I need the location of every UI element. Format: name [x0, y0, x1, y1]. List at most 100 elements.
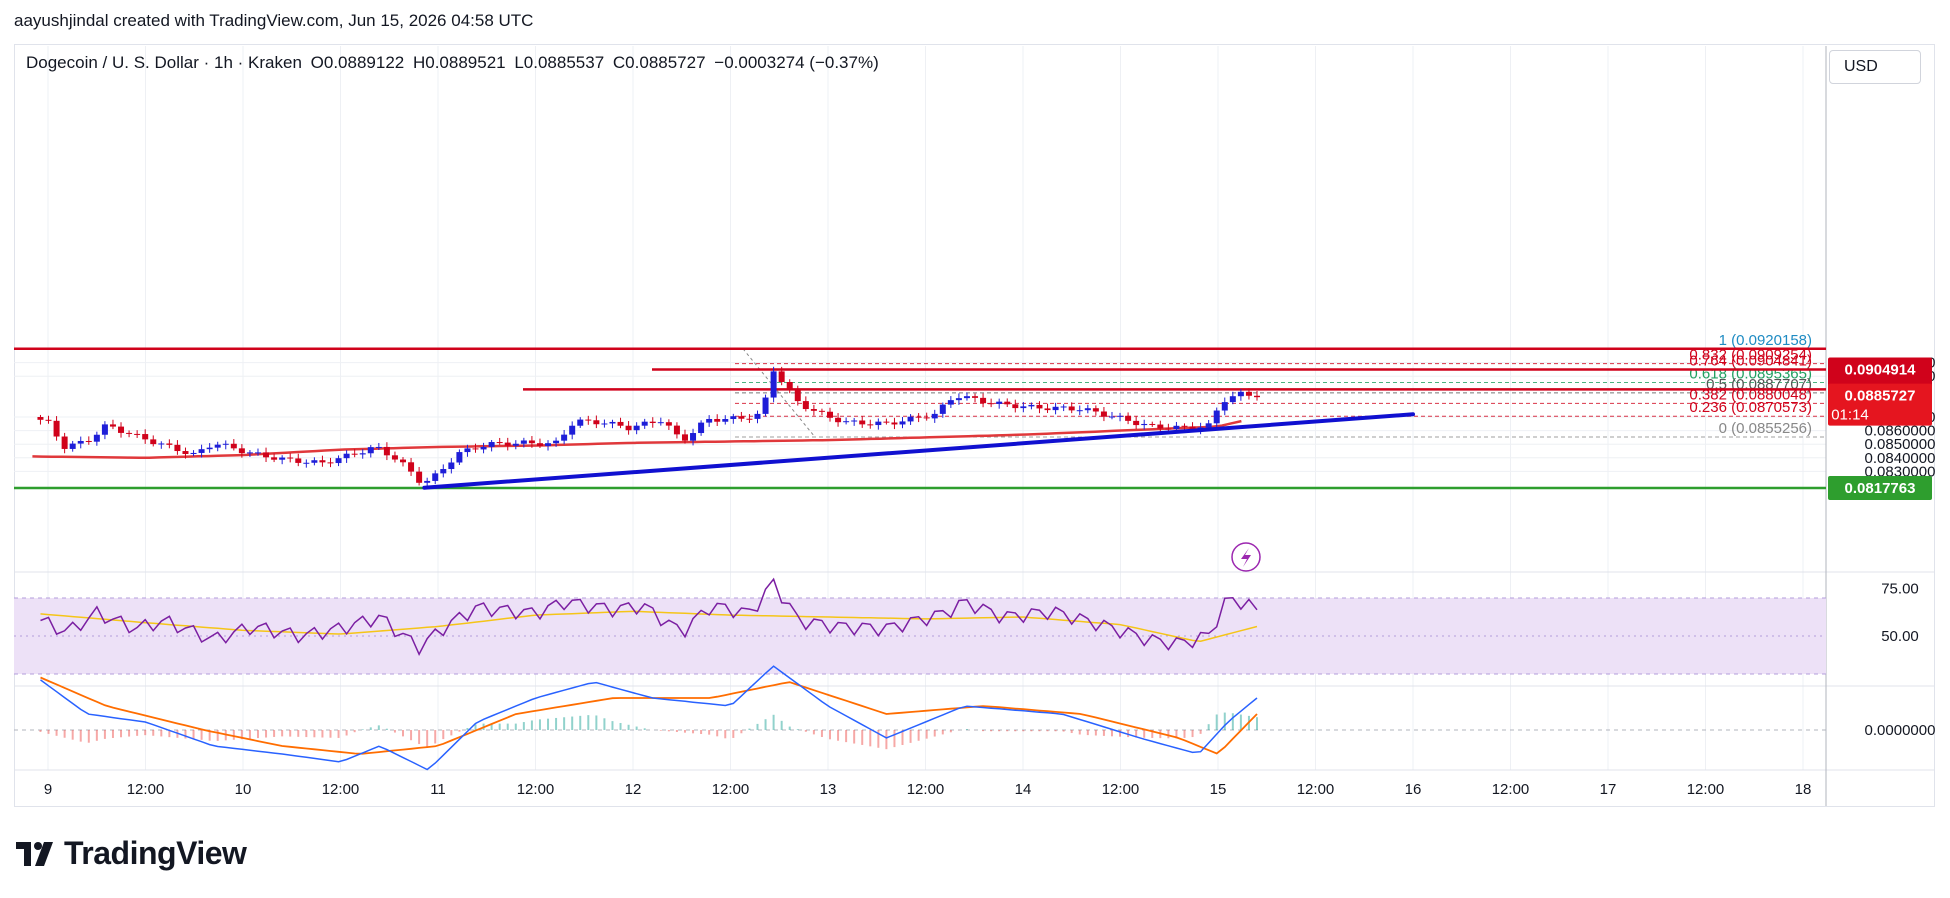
x-tick-label: 13	[820, 781, 837, 798]
candle-body	[988, 403, 995, 405]
candle-body	[190, 452, 197, 455]
fib-level-label: 0.764 (0.0904841)	[1689, 353, 1812, 370]
x-tick-label: 12:00	[712, 781, 750, 798]
brand-name: TradingView	[64, 835, 247, 871]
x-tick-label: 12:00	[127, 781, 165, 798]
candle-body	[1020, 406, 1027, 409]
candle-body	[375, 446, 382, 448]
candle-body	[835, 417, 842, 423]
candle-body	[1060, 406, 1067, 408]
candle-body	[593, 420, 600, 425]
candle-body	[440, 469, 447, 474]
candle-body	[1205, 423, 1212, 428]
x-tick-label: 12:00	[517, 781, 555, 798]
candle-body	[810, 409, 817, 411]
candle-body	[569, 425, 576, 435]
candle-body	[1254, 395, 1260, 398]
candle-body	[1076, 410, 1083, 412]
candle-body	[730, 416, 737, 420]
candle-body	[472, 448, 479, 450]
rsi-tick-label: 50.00	[1881, 628, 1919, 645]
current-price-label: 0.0885727	[1845, 388, 1916, 405]
candle-body	[907, 416, 914, 422]
candle-body	[246, 452, 253, 454]
x-tick-label: 12:00	[322, 781, 360, 798]
candle-body	[1221, 402, 1228, 411]
lightning-bolt-icon	[1241, 548, 1251, 567]
candle-body	[649, 421, 656, 423]
candle-body	[383, 446, 390, 456]
candle-body	[762, 397, 769, 414]
candle-body	[553, 440, 560, 444]
ohlc-high: H0.0889521	[412, 53, 506, 72]
candle-body	[947, 400, 954, 405]
currency-button[interactable]: USD	[1829, 50, 1921, 84]
candle-body	[754, 413, 761, 419]
x-tick-label: 9	[44, 781, 52, 798]
candle-body	[254, 452, 261, 454]
support-price-badge: 0.0817763	[1845, 480, 1916, 497]
ohlc-low: L0.0885537	[514, 53, 605, 72]
candle-body	[1173, 425, 1180, 430]
candle-body	[1068, 406, 1075, 411]
x-tick-label: 17	[1600, 781, 1617, 798]
candle-body	[319, 460, 326, 463]
x-tick-label: 12:00	[907, 781, 945, 798]
candle-body	[424, 480, 431, 483]
candle-body	[1181, 425, 1188, 427]
candle-body	[61, 436, 68, 449]
x-tick-label: 12:00	[1102, 781, 1140, 798]
candle-body	[722, 419, 729, 422]
x-tick-label: 16	[1405, 781, 1422, 798]
candle-body	[45, 419, 52, 421]
candle-body	[915, 416, 922, 418]
candle-body	[545, 443, 552, 446]
x-tick-label: 12:00	[1687, 781, 1725, 798]
candle-body	[746, 418, 753, 420]
candle-body	[851, 420, 858, 422]
x-tick-label: 11	[430, 781, 446, 798]
fib-level-label: 1 (0.0920158)	[1719, 332, 1812, 349]
candle-body	[1084, 408, 1091, 411]
chart-credit: aayushjindal created with TradingView.co…	[14, 11, 534, 30]
candle-body	[609, 421, 616, 424]
candle-body	[134, 433, 141, 435]
current-price-badge-bg	[1828, 383, 1932, 426]
candle-body	[1108, 416, 1115, 418]
candle-body	[448, 462, 455, 470]
ohlc-close: C0.0885727	[612, 53, 706, 72]
candle-body	[770, 371, 777, 398]
candle-body	[1036, 404, 1043, 409]
y-tick-label: 0.0840000	[1865, 450, 1936, 467]
candle-body	[1229, 396, 1236, 403]
candle-body	[166, 443, 173, 445]
candle-body	[400, 459, 407, 463]
candle-body	[238, 448, 245, 454]
candle-body	[802, 401, 809, 410]
candle-body	[714, 418, 721, 422]
candle-body	[464, 448, 471, 453]
candle-body	[706, 418, 713, 423]
candle-body	[577, 419, 584, 426]
ascending-trendline	[422, 412, 1415, 490]
level-price-badge: 0.0904914	[1845, 362, 1917, 379]
candle-body	[295, 458, 302, 463]
candle-body	[158, 443, 165, 445]
level-price-badge-bg	[1828, 357, 1932, 382]
candle-body	[480, 446, 487, 450]
fib-level-label: 0.832 (0.0909254)	[1689, 347, 1812, 364]
fib-level-label: 0 (0.0855256)	[1719, 420, 1812, 437]
candle-body	[142, 434, 149, 440]
symbol-legend: Dogecoin / U. S. Dollar · 1h · Kraken O0…	[26, 53, 883, 73]
rsi-tick-label: 75.00	[1881, 581, 1919, 598]
candle-body	[93, 434, 100, 442]
candle-body	[456, 452, 463, 463]
candle-body	[263, 452, 270, 458]
candle-body	[641, 421, 648, 426]
candle-body	[1004, 401, 1011, 405]
candle-body	[222, 443, 229, 445]
candle-body	[939, 404, 946, 414]
rsi-ma-line	[40, 610, 1258, 642]
candle-body	[827, 411, 834, 418]
